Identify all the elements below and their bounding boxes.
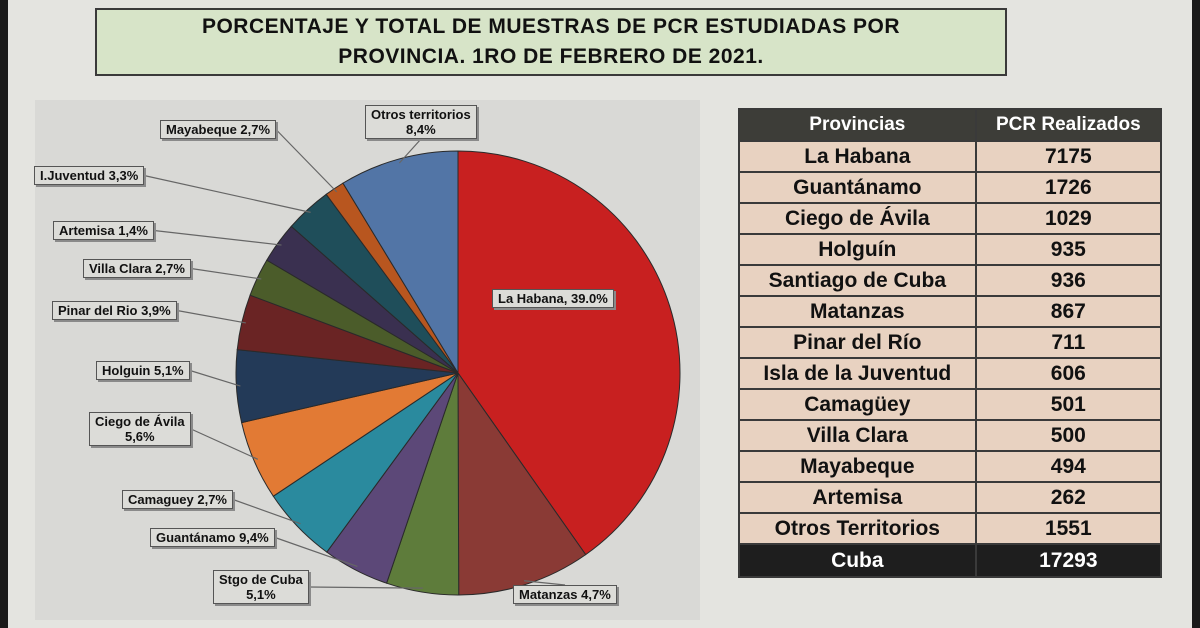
slice-label: Stgo de Cuba 5,1% — [213, 570, 309, 604]
table-header-row: Provincias PCR Realizados — [738, 108, 1163, 142]
table-row: Santiago de Cuba 936 — [738, 264, 1163, 297]
table-row: La Habana 7175 — [738, 140, 1163, 173]
province-cell: Villa Clara — [738, 419, 977, 452]
pie-slice — [457, 150, 681, 556]
table-row: Artemisa 262 — [738, 481, 1163, 514]
leader-line — [524, 580, 566, 586]
pie-slice — [342, 150, 459, 375]
leader-line — [274, 536, 358, 567]
table-row: Holguín 935 — [738, 233, 1163, 266]
leader-line — [190, 428, 259, 460]
province-cell: Camagüey — [738, 388, 977, 421]
title-banner: PORCENTAJE Y TOTAL DE MUESTRAS DE PCR ES… — [95, 8, 1007, 76]
pcr-count-cell: 494 — [974, 450, 1163, 483]
pcr-count-cell: 606 — [974, 357, 1163, 390]
province-cell: Isla de la Juventud — [738, 357, 977, 390]
slice-label: Ciego de Ávila 5,6% — [89, 412, 191, 446]
slice-label: Matanzas 4,7% — [513, 585, 617, 604]
table-row: Camagüey 501 — [738, 388, 1163, 421]
slice-label: Guantánamo 9,4% — [150, 528, 275, 547]
leader-line — [190, 267, 262, 280]
leader-line — [308, 586, 423, 589]
table-row: Villa Clara 500 — [738, 419, 1163, 452]
table-row: Ciego de Ávila 1029 — [738, 202, 1163, 235]
pcr-table: Provincias PCR Realizados La Habana 7175 G… — [738, 108, 1163, 578]
pie-chart — [143, 129, 681, 596]
pcr-count-cell: 711 — [974, 326, 1163, 359]
header-pcr: PCR Realizados — [974, 108, 1163, 142]
pcr-count-cell: 1029 — [974, 202, 1163, 235]
pcr-count-cell: 262 — [974, 481, 1163, 514]
pcr-count-cell: 500 — [974, 419, 1163, 452]
pcr-count-cell: 7175 — [974, 140, 1163, 173]
province-cell: Guantánamo — [738, 171, 977, 204]
table-total-row: Cuba 17293 — [738, 543, 1163, 578]
total-label-cell: Cuba — [738, 543, 977, 578]
province-cell: Santiago de Cuba — [738, 264, 977, 297]
pcr-count-cell: 1551 — [974, 512, 1163, 545]
province-cell: Ciego de Ávila — [738, 202, 977, 235]
province-cell: Matanzas — [738, 295, 977, 328]
pcr-count-cell: 501 — [974, 388, 1163, 421]
leader-line — [398, 138, 422, 164]
slice-label: Holguin 5,1% — [96, 361, 190, 380]
province-cell: Holguín — [738, 233, 977, 266]
pcr-count-cell: 867 — [974, 295, 1163, 328]
pie-slice — [457, 371, 587, 596]
pie-chart-panel: La Habana, 39.0% Matanzas 4,7% Stgo de Cub… — [34, 100, 700, 620]
table-row: Pinar del Río 711 — [738, 326, 1163, 359]
table-row: Otros Territorios 1551 — [738, 512, 1163, 545]
slice-label: Camaguey 2,7% — [122, 490, 233, 509]
province-cell: La Habana — [738, 140, 977, 173]
pcr-count-cell: 1726 — [974, 171, 1163, 204]
leader-line — [232, 498, 301, 525]
table-row: Matanzas 867 — [738, 295, 1163, 328]
slice-label: Artemisa 1,4% — [53, 221, 154, 240]
table-row: Mayabeque 494 — [738, 450, 1163, 483]
leader-line — [275, 129, 338, 193]
slice-label: La Habana, 39.0% — [492, 289, 614, 308]
province-cell: Otros Territorios — [738, 512, 977, 545]
leader-line — [176, 309, 246, 324]
leader-line — [153, 229, 282, 246]
header-provincias: Provincias — [738, 108, 977, 142]
slice-label: Pinar del Rio 3,9% — [52, 301, 177, 320]
total-count-cell: 17293 — [974, 543, 1163, 578]
slice-label: Otros territorios 8,4% — [365, 105, 477, 139]
leader-line — [189, 369, 241, 387]
slice-label: I.Juventud 3,3% — [34, 166, 145, 185]
slice-label: Mayabeque 2,7% — [160, 120, 277, 139]
pcr-count-cell: 935 — [974, 233, 1163, 266]
table-row: Isla de la Juventud 606 — [738, 357, 1163, 390]
leader-line — [143, 174, 311, 213]
table-body: La Habana 7175 Guantánamo 1726 Ciego de Ávil… — [738, 140, 1163, 578]
table-row: Guantánamo 1726 — [738, 171, 1163, 204]
pcr-count-cell: 936 — [974, 264, 1163, 297]
province-cell: Mayabeque — [738, 450, 977, 483]
chart-title: PORCENTAJE Y TOTAL DE MUESTRAS DE PCR ES… — [201, 15, 901, 68]
province-cell: Artemisa — [738, 481, 977, 514]
province-cell: Pinar del Río — [738, 326, 977, 359]
slice-label: Villa Clara 2,7% — [83, 259, 191, 278]
